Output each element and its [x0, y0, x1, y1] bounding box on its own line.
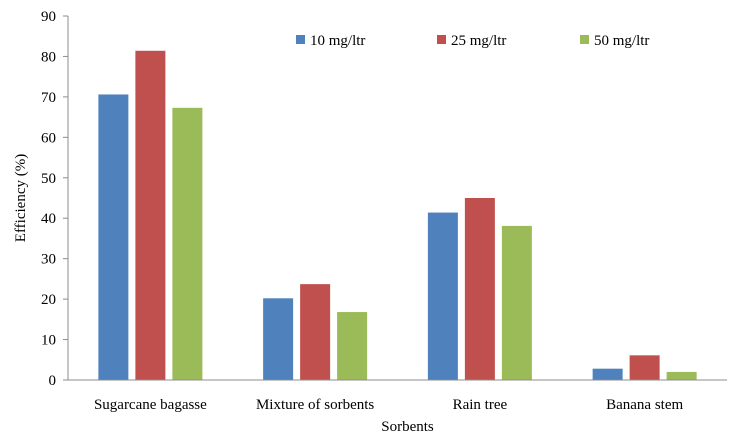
y-tick-label: 20 — [41, 292, 56, 308]
x-tick-label: Rain tree — [453, 397, 508, 413]
bar — [172, 107, 203, 380]
legend: 10 mg/ltr 25 mg/ltr 50 mg/ltr — [296, 33, 649, 49]
bar — [263, 298, 294, 380]
bar — [501, 225, 532, 380]
legend-label: 50 mg/ltr — [594, 33, 649, 49]
bar — [300, 284, 331, 380]
bar — [427, 212, 458, 380]
bar — [98, 94, 129, 380]
y-tick-label: 90 — [41, 9, 56, 25]
legend-swatch — [296, 35, 305, 44]
y-tick-label: 50 — [41, 171, 56, 187]
x-axis-title: Sorbents — [381, 419, 434, 435]
legend-swatch — [437, 35, 446, 44]
y-tick-label: 70 — [41, 90, 56, 106]
legend-swatch — [580, 35, 589, 44]
bars-group — [98, 50, 697, 380]
y-tick-label: 40 — [41, 211, 56, 227]
y-axis-title: Efficiency (%) — [13, 154, 29, 242]
y-tick-label: 30 — [41, 252, 56, 268]
y-tick-label: 0 — [49, 373, 57, 389]
bar — [337, 312, 368, 380]
x-tick-label: Mixture of sorbents — [256, 397, 374, 413]
legend-label: 25 mg/ltr — [451, 33, 506, 49]
x-tick-label: Sugarcane bagasse — [94, 397, 207, 413]
y-tick-label: 60 — [41, 130, 56, 146]
y-tick-label: 10 — [41, 333, 56, 349]
legend-label: 10 mg/ltr — [310, 33, 365, 49]
y-axis-ticks: 0 10 20 30 40 50 60 70 80 90 — [41, 9, 68, 389]
bar — [135, 50, 166, 380]
x-axis-category-labels: Sugarcane bagasse Mixture of sorbents Rain… — [94, 397, 684, 413]
y-tick-label: 80 — [41, 49, 56, 65]
bar — [666, 371, 697, 380]
bar — [629, 355, 660, 380]
bar — [592, 368, 623, 380]
bar — [464, 198, 495, 380]
x-tick-label: Banana stem — [606, 397, 683, 413]
